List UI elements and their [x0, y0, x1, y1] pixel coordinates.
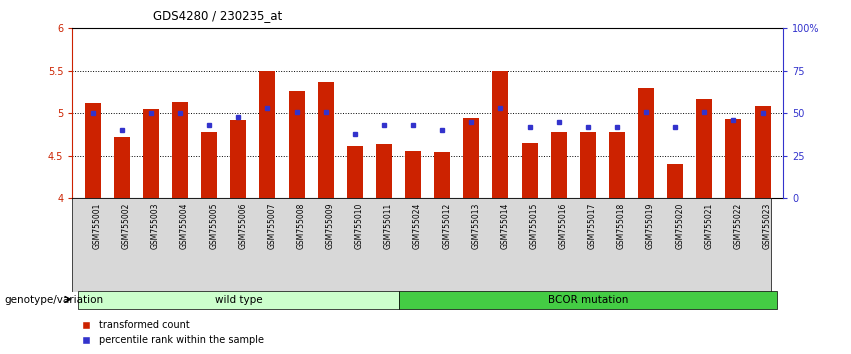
- Bar: [172, 102, 188, 198]
- Bar: [317, 82, 334, 198]
- Text: GSM755022: GSM755022: [734, 203, 742, 249]
- Text: GSM755002: GSM755002: [122, 203, 131, 249]
- Bar: [755, 107, 770, 198]
- Bar: [85, 103, 100, 198]
- Legend: transformed count, percentile rank within the sample: transformed count, percentile rank withi…: [77, 316, 267, 349]
- Text: GSM755005: GSM755005: [209, 203, 218, 250]
- Text: GSM755013: GSM755013: [471, 203, 480, 249]
- Text: BCOR mutation: BCOR mutation: [547, 295, 628, 305]
- Text: GSM755008: GSM755008: [297, 203, 306, 249]
- Bar: [725, 119, 741, 198]
- FancyBboxPatch shape: [72, 198, 771, 292]
- Text: GSM755007: GSM755007: [267, 203, 277, 250]
- Bar: [405, 151, 421, 198]
- Text: GSM755009: GSM755009: [326, 203, 334, 250]
- FancyBboxPatch shape: [398, 291, 777, 309]
- Text: GSM755001: GSM755001: [93, 203, 102, 249]
- Text: GSM755014: GSM755014: [500, 203, 510, 249]
- Bar: [143, 109, 159, 198]
- Text: GSM755017: GSM755017: [588, 203, 597, 249]
- Bar: [696, 99, 712, 198]
- Bar: [231, 120, 246, 198]
- Text: GSM755004: GSM755004: [180, 203, 189, 250]
- Text: GSM755024: GSM755024: [413, 203, 422, 249]
- Text: wild type: wild type: [214, 295, 262, 305]
- FancyBboxPatch shape: [78, 291, 398, 309]
- Bar: [493, 71, 508, 198]
- Text: GSM755021: GSM755021: [705, 203, 713, 249]
- Bar: [434, 152, 450, 198]
- Text: GSM755016: GSM755016: [558, 203, 568, 249]
- Bar: [463, 118, 479, 198]
- Text: GSM755010: GSM755010: [355, 203, 364, 249]
- Bar: [522, 143, 538, 198]
- Text: GSM755015: GSM755015: [529, 203, 539, 249]
- Bar: [638, 88, 654, 198]
- Text: GSM755003: GSM755003: [151, 203, 160, 250]
- Bar: [114, 137, 130, 198]
- Bar: [288, 91, 305, 198]
- Text: genotype/variation: genotype/variation: [4, 295, 103, 305]
- Bar: [667, 164, 683, 198]
- Bar: [347, 145, 363, 198]
- Text: GSM755023: GSM755023: [762, 203, 772, 249]
- Text: GSM755018: GSM755018: [617, 203, 626, 249]
- Bar: [580, 132, 596, 198]
- Bar: [201, 132, 217, 198]
- Text: GSM755019: GSM755019: [646, 203, 655, 249]
- Bar: [376, 144, 392, 198]
- Text: GSM755006: GSM755006: [238, 203, 248, 250]
- Text: GSM755012: GSM755012: [443, 203, 451, 249]
- Bar: [260, 71, 276, 198]
- Bar: [609, 132, 625, 198]
- Bar: [551, 132, 567, 198]
- Text: GSM755011: GSM755011: [384, 203, 393, 249]
- Text: GDS4280 / 230235_at: GDS4280 / 230235_at: [153, 9, 283, 22]
- Text: GSM755020: GSM755020: [675, 203, 684, 249]
